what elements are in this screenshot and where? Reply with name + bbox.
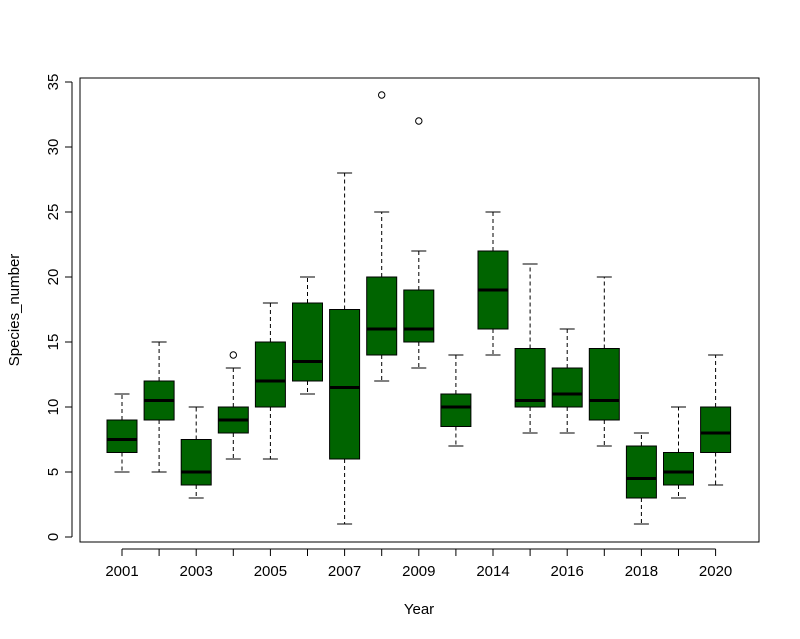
box-2009	[403, 117, 435, 369]
x-tick-label: 2005	[254, 563, 287, 580]
box-2007	[329, 172, 361, 525]
x-axis: 2001 2003 2005 2007 2009 2014 2016 2018 2020	[105, 548, 732, 580]
outlier-point	[229, 351, 238, 359]
box-body	[180, 439, 212, 486]
box-body	[663, 452, 694, 486]
box-body	[106, 419, 138, 453]
plot-frame	[79, 77, 760, 543]
box-body	[514, 348, 546, 408]
box-2004	[217, 351, 249, 460]
x-tick-label: 2020	[699, 563, 732, 580]
box-2015	[514, 263, 546, 434]
y-axis-label: Species_number	[6, 254, 23, 367]
box-body	[329, 309, 361, 460]
box-2017	[588, 276, 620, 447]
box-body	[292, 302, 323, 382]
box-body	[588, 348, 620, 421]
box-body	[700, 406, 732, 453]
box-2020	[700, 354, 732, 486]
y-tick-label: 20	[45, 269, 62, 286]
x-tick-label: 2016	[551, 563, 584, 580]
y-tick-label: 10	[45, 399, 62, 416]
x-tick-label: 2007	[328, 563, 361, 580]
box-2016	[551, 328, 583, 434]
box-2018	[625, 432, 657, 525]
y-tick-label: 0	[45, 533, 62, 541]
x-tick-label: 2014	[476, 563, 509, 580]
box-2006	[292, 276, 323, 395]
box-2001	[106, 393, 138, 473]
y-tick-label: 30	[45, 139, 62, 156]
box-body	[403, 289, 435, 343]
y-tick-label: 35	[45, 74, 62, 91]
box-body	[551, 367, 583, 408]
box-2005	[254, 302, 286, 460]
box-2010	[440, 354, 472, 447]
box-body	[366, 276, 398, 356]
box-body	[625, 445, 657, 499]
box-2003	[180, 406, 212, 499]
box-2014	[477, 211, 509, 356]
y-tick-label: 15	[45, 334, 62, 351]
outlier-point	[378, 91, 386, 99]
box-series	[106, 91, 732, 525]
box-2019	[663, 406, 694, 499]
box-body	[254, 341, 286, 408]
y-tick-label: 25	[45, 204, 62, 221]
y-axis: 0 5 10 15 20 25 30 35	[45, 74, 73, 541]
box-body	[440, 393, 472, 427]
box-2002	[143, 341, 175, 473]
x-axis-label: Year	[404, 601, 434, 618]
box-2008	[366, 91, 398, 382]
outlier-point	[415, 117, 423, 125]
x-tick-label: 2018	[625, 563, 658, 580]
x-tick-label: 2003	[180, 563, 213, 580]
x-tick-label: 2001	[105, 563, 138, 580]
x-tick-label: 2009	[402, 563, 435, 580]
y-tick-label: 5	[45, 468, 62, 476]
